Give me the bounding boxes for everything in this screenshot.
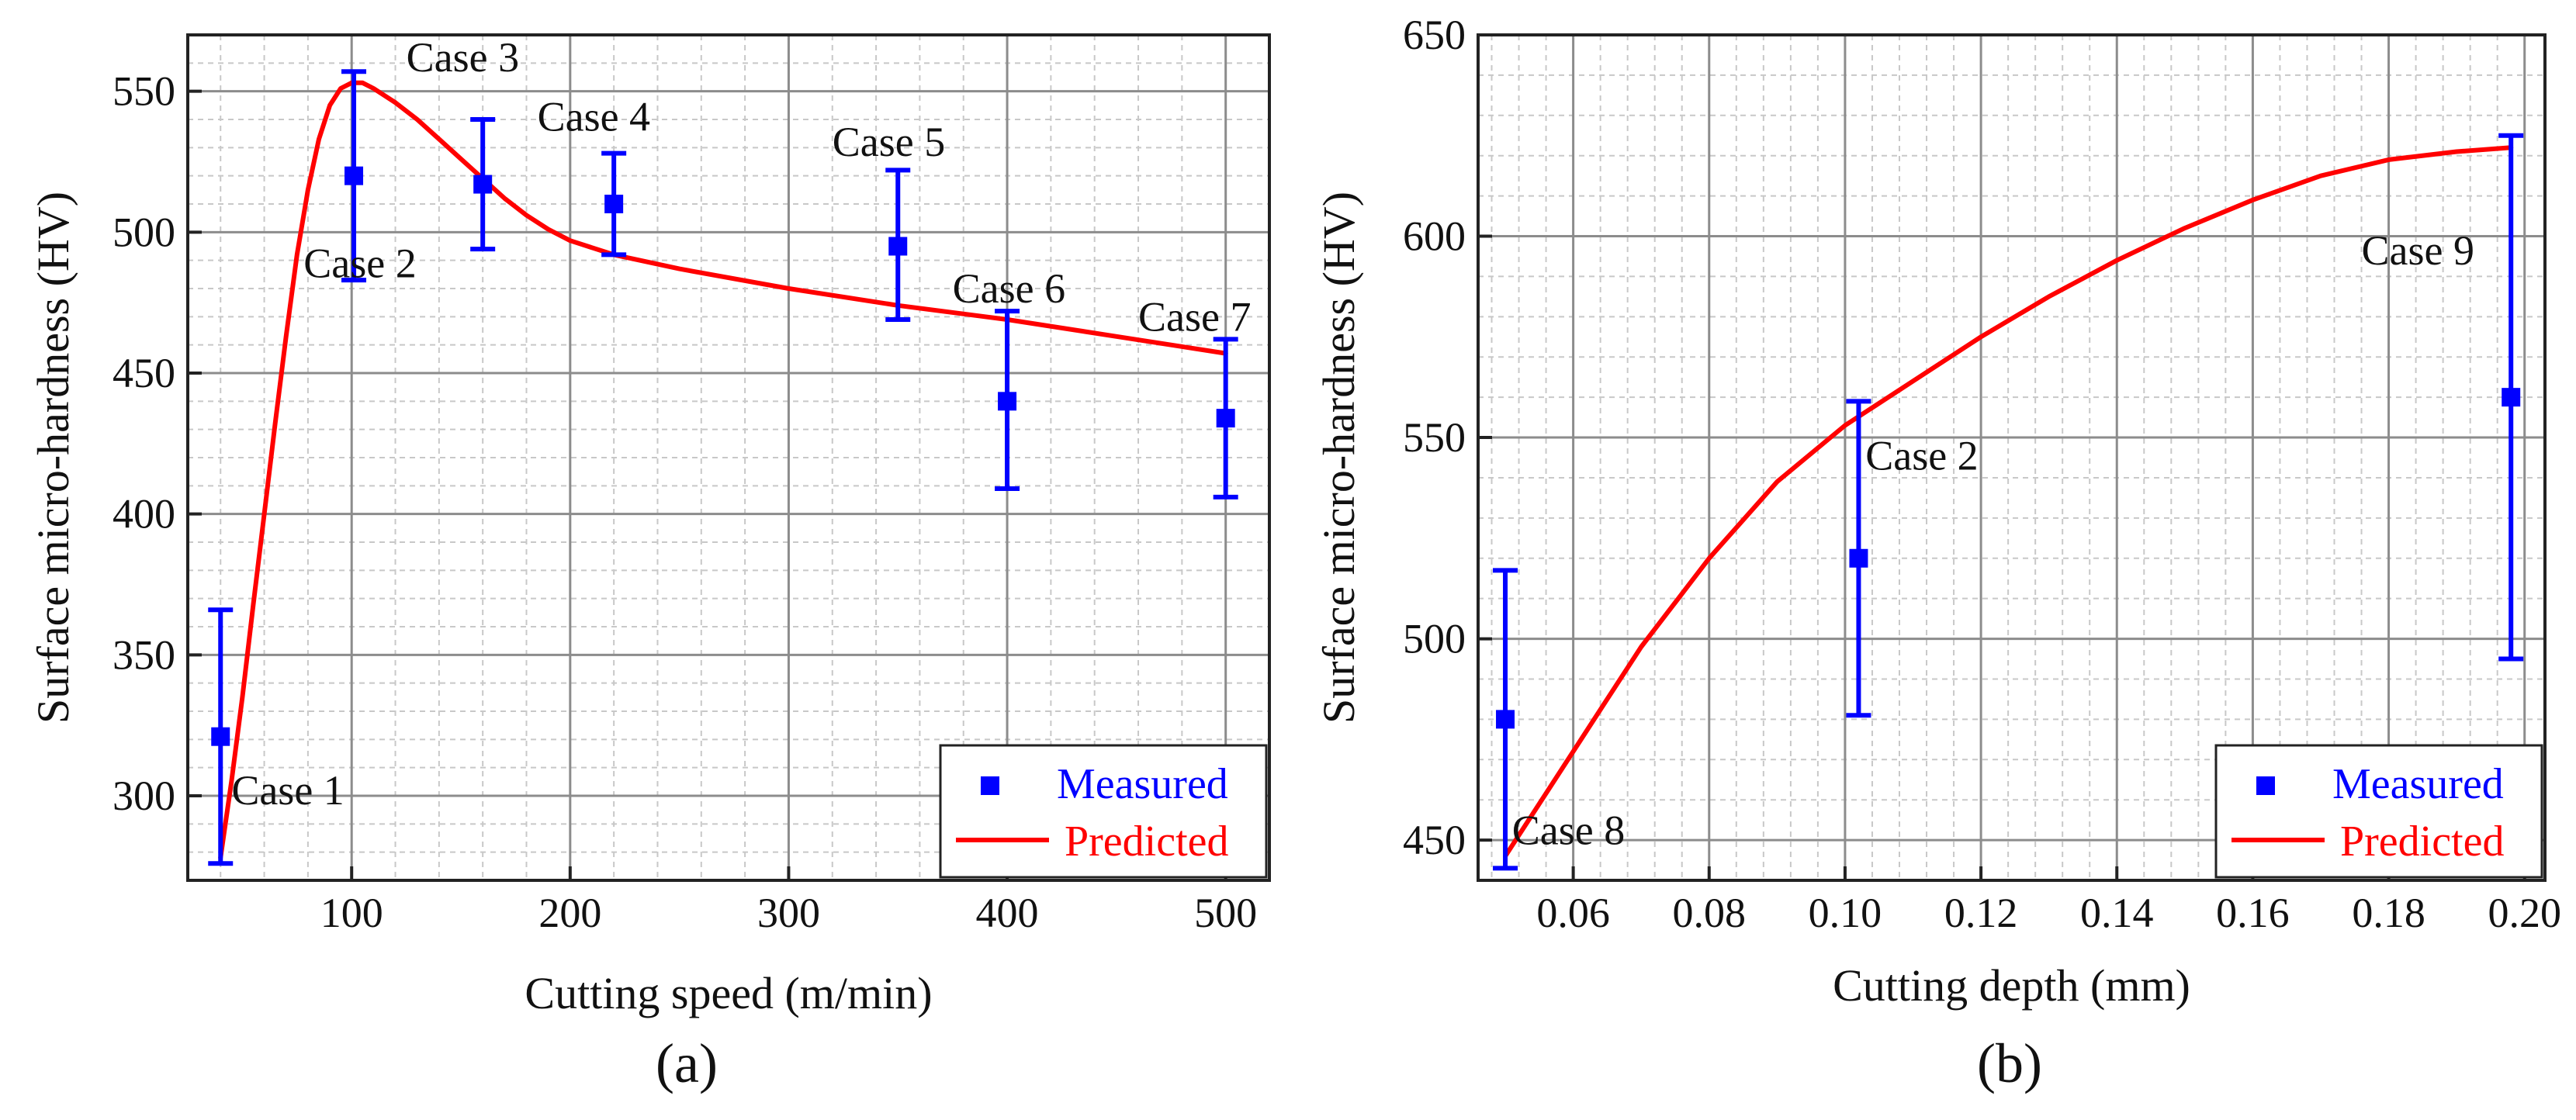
y-tick-label: 500	[1403, 616, 1466, 662]
x-tick-label: 0.14	[2080, 890, 2154, 936]
y-axis-label: Surface micro-hardness (HV)	[1314, 192, 1364, 724]
case-annotation: Case 3	[407, 34, 519, 81]
measured-marker	[2502, 388, 2521, 407]
measured-point	[208, 607, 234, 866]
legend-predicted-label: Predicted	[1065, 818, 1228, 866]
predicted-line	[218, 80, 1228, 860]
plot-frame	[1477, 33, 2547, 882]
measured-point	[601, 150, 627, 258]
measured-point	[470, 117, 496, 252]
y-tick-label: 550	[113, 68, 175, 115]
legend: Measured Predicted	[2214, 744, 2543, 879]
measured-marker	[1849, 548, 1868, 568]
y-tick-label: 600	[1403, 213, 1466, 260]
panel-label: (b)	[1977, 1032, 2042, 1094]
measured-point	[995, 309, 1020, 491]
case-annotation: Case 8	[1512, 807, 1625, 853]
y-axis-label: Surface micro-hardness (HV)	[28, 192, 78, 724]
x-tick-label: 0.08	[1673, 890, 1747, 936]
case-annotation: Case 4	[538, 94, 650, 140]
y-tick-label: 300	[113, 773, 175, 819]
measured-point	[1213, 337, 1238, 500]
measured-marker	[888, 237, 908, 256]
case-annotation: Case 1	[231, 767, 344, 814]
measured-marker	[1496, 710, 1515, 729]
x-axis-label: Cutting depth (mm)	[1833, 960, 2190, 1011]
measured-marker	[345, 166, 364, 185]
chart-panel-b: 0.06 0.08 0.10 0.12 0.14 0.16 0.18 0.20 450 500 55…	[1314, 12, 2561, 1094]
y-tick-label: 650	[1403, 12, 1466, 58]
measured-point	[1493, 568, 1518, 871]
x-tick-label: 0.16	[2216, 890, 2290, 936]
measured-point	[1846, 399, 1871, 718]
x-axis-label: Cutting speed (m/min)	[525, 968, 932, 1018]
y-tick-label: 450	[113, 350, 175, 396]
legend-measured-label: Measured	[2332, 760, 2504, 808]
legend-measured-swatch	[2256, 776, 2275, 795]
measured-point	[341, 69, 367, 283]
y-tick-label: 550	[1403, 414, 1466, 461]
case-annotation: Case 6	[953, 265, 1065, 312]
case-annotation: Case 5	[833, 119, 945, 165]
legend-measured-label: Measured	[1057, 760, 1228, 808]
x-tick-label: 0.20	[2488, 890, 2561, 936]
measured-marker	[211, 727, 230, 746]
legend: Measured Predicted	[939, 744, 1268, 879]
case-annotation: Case 2	[303, 240, 416, 286]
x-tick-label: 100	[320, 890, 383, 936]
predicted-line	[1503, 145, 2514, 859]
case-annotation: Case 9	[2362, 227, 2474, 274]
x-tick-label: 500	[1194, 890, 1257, 936]
x-tick-label: 0.12	[1944, 890, 2018, 936]
measured-point	[885, 168, 911, 322]
legend-box	[2214, 744, 2543, 879]
x-tick-label: 300	[757, 890, 820, 936]
measured-point	[2498, 133, 2524, 662]
measured-marker	[1216, 409, 1235, 428]
measured-marker	[473, 175, 493, 194]
chart-panel-a: 100 200 300 400 500 300 350 400 450 500 550 Cutting…	[28, 33, 1271, 1094]
legend-box	[939, 744, 1268, 879]
legend-predicted-label: Predicted	[2340, 818, 2504, 866]
y-tick-label: 400	[113, 491, 175, 538]
case-annotation: Case 7	[1138, 294, 1251, 340]
x-tick-label: 0.10	[1809, 890, 1882, 936]
x-tick-label: 0.18	[2352, 890, 2425, 936]
x-tick-label: 200	[538, 890, 601, 936]
plot-frame	[186, 33, 1271, 882]
x-tick-label: 0.06	[1536, 890, 1610, 936]
measured-marker	[604, 195, 624, 213]
measured-marker	[998, 392, 1017, 411]
legend-measured-swatch	[981, 776, 999, 795]
panel-label: (a)	[656, 1032, 718, 1094]
y-tick-label: 450	[1403, 817, 1466, 863]
y-tick-label: 500	[113, 209, 175, 255]
case-annotation: Case 2	[1865, 433, 1978, 479]
x-tick-label: 400	[976, 890, 1039, 936]
y-tick-label: 350	[113, 631, 175, 678]
